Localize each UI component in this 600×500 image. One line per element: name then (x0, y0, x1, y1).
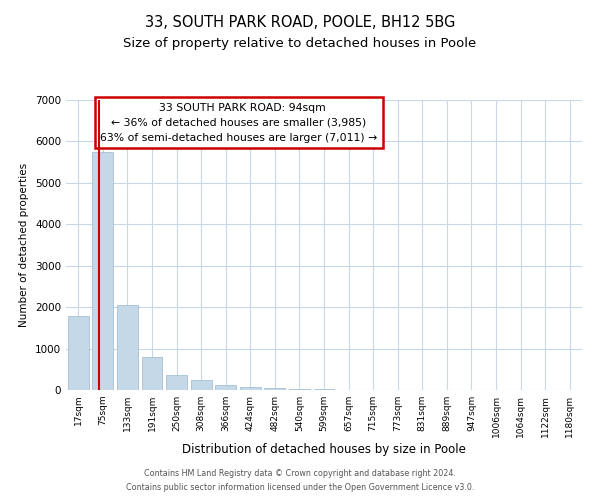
Bar (117, 305, 138, 390)
Bar (314, 389, 334, 390)
Bar (215, 385, 236, 390)
Bar (265, 388, 286, 390)
X-axis label: Distribution of detached houses by size in Poole: Distribution of detached houses by size … (182, 442, 466, 456)
Bar (191, 380, 212, 390)
Text: 33, SOUTH PARK ROAD, POOLE, BH12 5BG: 33, SOUTH PARK ROAD, POOLE, BH12 5BG (145, 15, 455, 30)
Bar (142, 357, 163, 390)
Bar (240, 386, 261, 390)
Bar (289, 388, 310, 390)
Bar (68, 316, 89, 390)
Bar (92, 152, 113, 390)
Text: Size of property relative to detached houses in Poole: Size of property relative to detached ho… (124, 38, 476, 51)
Y-axis label: Number of detached properties: Number of detached properties (19, 163, 29, 327)
Text: Contains public sector information licensed under the Open Government Licence v3: Contains public sector information licen… (126, 484, 474, 492)
Text: 33 SOUTH PARK ROAD: 94sqm
← 36% of detached houses are smaller (3,985)
63% of se: 33 SOUTH PARK ROAD: 94sqm ← 36% of detac… (100, 103, 377, 142)
Text: Contains HM Land Registry data © Crown copyright and database right 2024.: Contains HM Land Registry data © Crown c… (144, 468, 456, 477)
Bar (166, 374, 187, 390)
